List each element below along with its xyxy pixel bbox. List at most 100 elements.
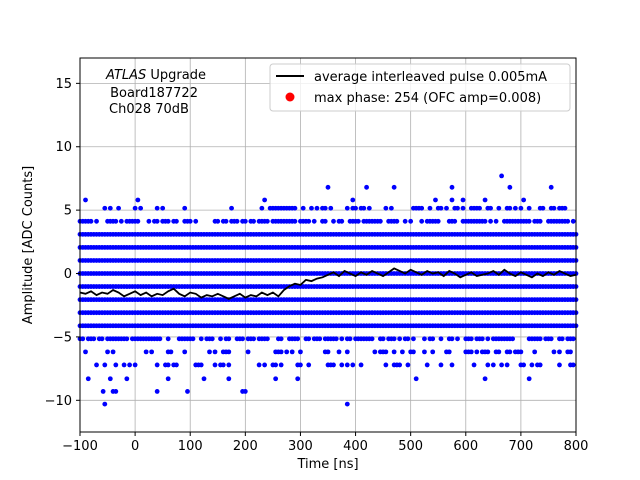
sample-point [548,184,554,190]
sample-point [336,349,342,355]
sample-point [455,336,460,342]
sample-point [160,205,166,211]
sample-point [438,362,444,368]
sample-point [364,184,369,190]
sample-point [468,336,474,342]
sample-point [570,218,576,224]
sample-point [278,349,284,355]
sample-point [251,336,256,342]
sample-point [402,218,408,224]
sample-point [449,197,455,203]
sample-point [419,205,425,211]
legend-marker-swatch [285,92,295,102]
sample-point [259,205,265,211]
sample-point [174,218,179,224]
sample-point [154,362,160,368]
sample-point [424,362,430,368]
sample-point [278,336,284,342]
sample-point [273,362,279,368]
sample-point [361,205,367,211]
sample-point [347,336,353,342]
sample-point [540,205,546,211]
sample-point [165,218,171,224]
sample-point [397,336,403,342]
sample-point [477,205,482,211]
sample-point [99,336,105,342]
x-tick-label: 0 [131,439,139,454]
sample-point [154,389,160,394]
sample-point [449,362,455,368]
sample-point [427,205,433,211]
sample-point [568,349,573,355]
sample-point [262,362,268,368]
legend: average interleaved pulse 0.005mA max ph… [269,63,571,112]
sample-point [325,349,331,355]
sample-point [405,336,411,342]
sample-point [143,349,149,355]
sample-point [190,336,196,342]
sample-point [118,218,124,224]
sample-point [264,336,270,342]
sample-point [485,336,491,342]
x-tick-label: 800 [564,439,589,454]
sample-point [298,362,303,368]
sample-point [430,336,436,342]
legend-entry-max-phase: max phase: 254 (OFC amp=0.008) [314,91,541,106]
sample-point [289,349,295,355]
sample-point [413,376,419,382]
sample-point [526,205,532,211]
sample-point [537,218,543,224]
sample-point [165,376,171,382]
sample-point [559,336,565,342]
sample-point [496,349,502,355]
sample-point [537,336,543,342]
sample-point [499,362,504,368]
sample-point [100,389,106,394]
sample-point [220,362,226,368]
sample-point [292,218,298,224]
sample-point [226,362,232,368]
x-tick-label: 600 [453,439,478,454]
sample-point [83,349,88,355]
sample-point [146,218,152,224]
sample-point [388,205,394,211]
sample-point [485,362,491,368]
sample-point [504,362,510,368]
sample-point [570,336,576,342]
sample-point [165,336,171,342]
x-tick-label: 200 [233,439,258,454]
sample-point [322,218,328,224]
sample-point [394,218,400,224]
x-axis-label: Time [ns] [296,457,358,472]
sample-point [565,218,571,224]
sample-point [113,362,119,368]
sample-point [187,218,193,224]
sample-point [226,376,232,382]
sample-point [529,362,535,368]
x-axis-ticks: −100 0 100 200 300 400 500 600 700 800 [62,432,588,454]
sample-point [102,401,108,407]
sample-point [113,389,119,394]
sample-point [344,401,350,407]
sample-point [391,349,397,355]
sample-point [355,218,361,224]
sample-point [135,197,141,203]
sample-point [490,362,496,368]
sample-point [419,218,425,224]
sample-point [273,376,279,382]
y-tick-label: 10 [55,140,72,155]
sample-point [138,205,144,211]
sample-point [306,336,312,342]
sample-point [488,218,493,224]
sample-point [295,336,301,342]
y-tick-label: −5 [53,330,72,345]
sample-point [102,362,108,368]
sample-point [372,349,378,355]
sample-point [482,376,488,382]
sample-point [526,376,532,382]
sample-point [80,336,86,342]
sample-point [474,349,480,355]
sample-point [460,205,466,211]
sample-point [83,197,88,203]
legend-entry-average-pulse: average interleaved pulse 0.005mA [314,70,547,85]
